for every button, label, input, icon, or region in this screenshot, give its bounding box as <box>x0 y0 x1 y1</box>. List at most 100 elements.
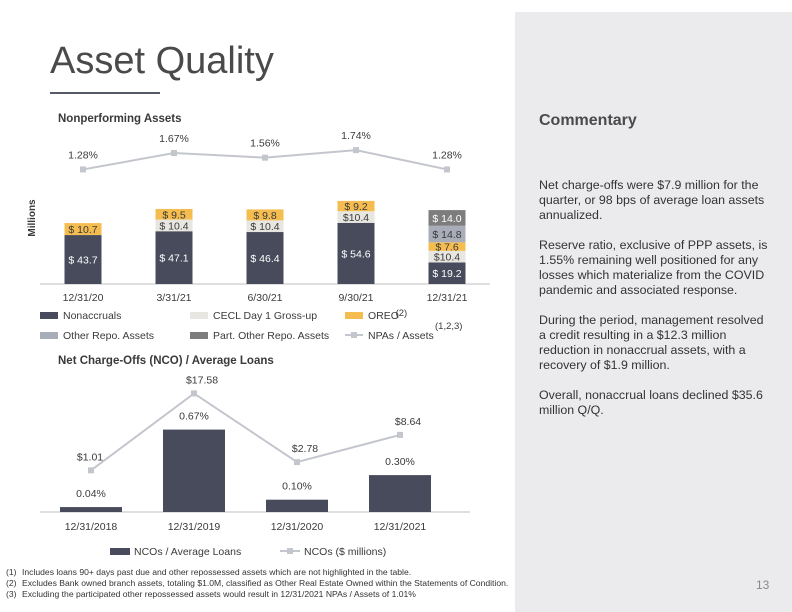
data-label: 0.10% <box>282 481 312 493</box>
legend-swatch-marker <box>351 332 357 338</box>
data-label: $ 9.8 <box>253 210 277 222</box>
chart-title: Nonperforming Assets <box>58 113 182 125</box>
line-point <box>444 166 450 173</box>
bar-segment <box>428 262 466 284</box>
line-series <box>90 392 401 472</box>
legend-swatch <box>40 312 58 319</box>
data-label: $ 10.4 <box>250 221 279 233</box>
legend-swatch <box>110 548 130 555</box>
page-title: Asset Quality <box>50 40 274 82</box>
line-data-label: $2.78 <box>292 443 318 455</box>
data-label: 0.67% <box>179 411 209 423</box>
data-label: $ 47.1 <box>159 253 188 265</box>
data-label: $ 46.4 <box>250 253 279 265</box>
bar <box>266 499 328 512</box>
chart-title: Net Charge-Offs (NCO) / Average Loans <box>58 355 274 367</box>
line-point <box>88 467 94 474</box>
commentary-paragraph: During the period, management resolved a… <box>539 313 764 372</box>
nonperforming-assets-chart: Nonperforming Assets Millions $ 43.7 $ 10.7… <box>27 113 490 342</box>
x-tick-label: 12/31/2018 <box>65 521 118 533</box>
bar <box>369 475 431 512</box>
x-tick-label: 3/31/21 <box>156 292 191 304</box>
data-label: $ 7.6 <box>435 242 459 254</box>
x-tick-label: 12/31/2021 <box>374 521 427 533</box>
legend-label: OREO <box>368 310 399 322</box>
data-label: 0.04% <box>76 488 106 500</box>
commentary-title: Commentary <box>539 112 637 129</box>
footnote-text: Excludes Bank owned branch assets, total… <box>22 577 509 588</box>
bar-segment <box>337 211 375 223</box>
legend-label: Part. Other Repo. Assets <box>213 330 329 342</box>
legend-swatch <box>345 312 363 319</box>
footnote-text: Excluding the participated other reposse… <box>22 588 416 599</box>
data-label: $ 14.8 <box>432 229 461 241</box>
x-tick-label: 12/31/2019 <box>168 521 221 533</box>
line-data-label: 1.28% <box>68 149 98 161</box>
commentary-paragraph: Reserve ratio, exclusive of PPP assets, … <box>539 238 768 297</box>
x-tick-label: 9/30/21 <box>338 292 373 304</box>
bar-segment <box>428 225 466 243</box>
line-data-label: 1.28% <box>432 149 462 161</box>
legend-label: NPAs / Assets <box>368 330 434 342</box>
y-axis-label: Millions <box>27 199 38 237</box>
bar-segment <box>155 231 193 284</box>
legend-swatch <box>190 312 208 319</box>
line-point <box>171 150 177 157</box>
legend-label: CECL Day 1 Gross-up <box>213 310 317 322</box>
data-label: $ 19.2 <box>432 268 461 280</box>
line-point <box>397 431 403 438</box>
commentary-paragraph: Overall, nonaccrual loans declined $35.6… <box>539 388 763 417</box>
legend-label: Other Repo. Assets <box>63 330 154 342</box>
data-label: $ 9.5 <box>162 209 186 221</box>
legend-label-footnote: (2) <box>396 308 408 319</box>
data-label: $ 14.0 <box>432 213 461 225</box>
bar-segment <box>155 208 193 220</box>
x-tick-label: 12/31/2020 <box>271 521 324 533</box>
line-point <box>80 166 86 173</box>
bar-segment <box>64 235 102 284</box>
line-data-label: 1.67% <box>159 133 189 145</box>
bar-segment <box>246 209 284 221</box>
net-charge-offs-chart: Net Charge-Offs (NCO) / Average Loans 0.0… <box>40 355 470 558</box>
legend-swatch-marker <box>287 548 293 554</box>
data-label: $10.4 <box>434 252 460 264</box>
bar-segment <box>64 223 102 236</box>
page-number: 13 <box>756 578 770 592</box>
legend-label-footnote: (1,2,3) <box>435 321 462 332</box>
data-label: $ 10.4 <box>159 220 188 232</box>
line-data-label: $1.01 <box>77 451 103 463</box>
bar <box>163 429 225 512</box>
title-underline <box>50 92 160 94</box>
line-point <box>262 154 268 161</box>
data-label: 0.30% <box>385 456 415 468</box>
x-tick-label: 12/31/21 <box>427 292 468 304</box>
bar-segment <box>428 250 466 263</box>
footnote-number: (3) <box>6 588 17 599</box>
data-label: $ 43.7 <box>68 255 97 267</box>
data-label: $ 10.7 <box>68 224 97 236</box>
footnote: (3) Excluding the participated other repo… <box>6 589 511 600</box>
bar-segment <box>246 232 284 284</box>
footnote-number: (1) <box>6 567 17 577</box>
x-tick-label: 6/30/21 <box>247 292 282 304</box>
footnote: (2) Excludes Bank owned branch assets, to… <box>6 578 511 589</box>
bar-segment <box>428 210 466 226</box>
legend-swatch <box>190 332 208 339</box>
line-data-label: 1.56% <box>250 138 280 150</box>
legend-label: Nonaccruals <box>63 310 121 322</box>
footnote-text: Includes loans 90+ days past due and oth… <box>22 567 412 577</box>
data-label: $10.4 <box>343 212 369 224</box>
x-tick-label: 12/31/20 <box>63 292 104 304</box>
line-data-label: $8.64 <box>395 416 421 428</box>
line-point <box>353 147 359 154</box>
bar-segment <box>246 220 284 233</box>
legend-label: NCOs ($ millions) <box>304 546 386 558</box>
legend-label: NCOs / Average Loans <box>134 546 241 558</box>
footnote-number: (2) <box>6 577 17 588</box>
bar <box>60 507 122 512</box>
data-label: $ 9.2 <box>344 201 368 213</box>
footnote: (1) Includes loans 90+ days past due and … <box>6 567 511 578</box>
data-label: $ 54.6 <box>341 248 370 260</box>
commentary-panel <box>515 12 792 612</box>
line-point <box>191 390 197 397</box>
